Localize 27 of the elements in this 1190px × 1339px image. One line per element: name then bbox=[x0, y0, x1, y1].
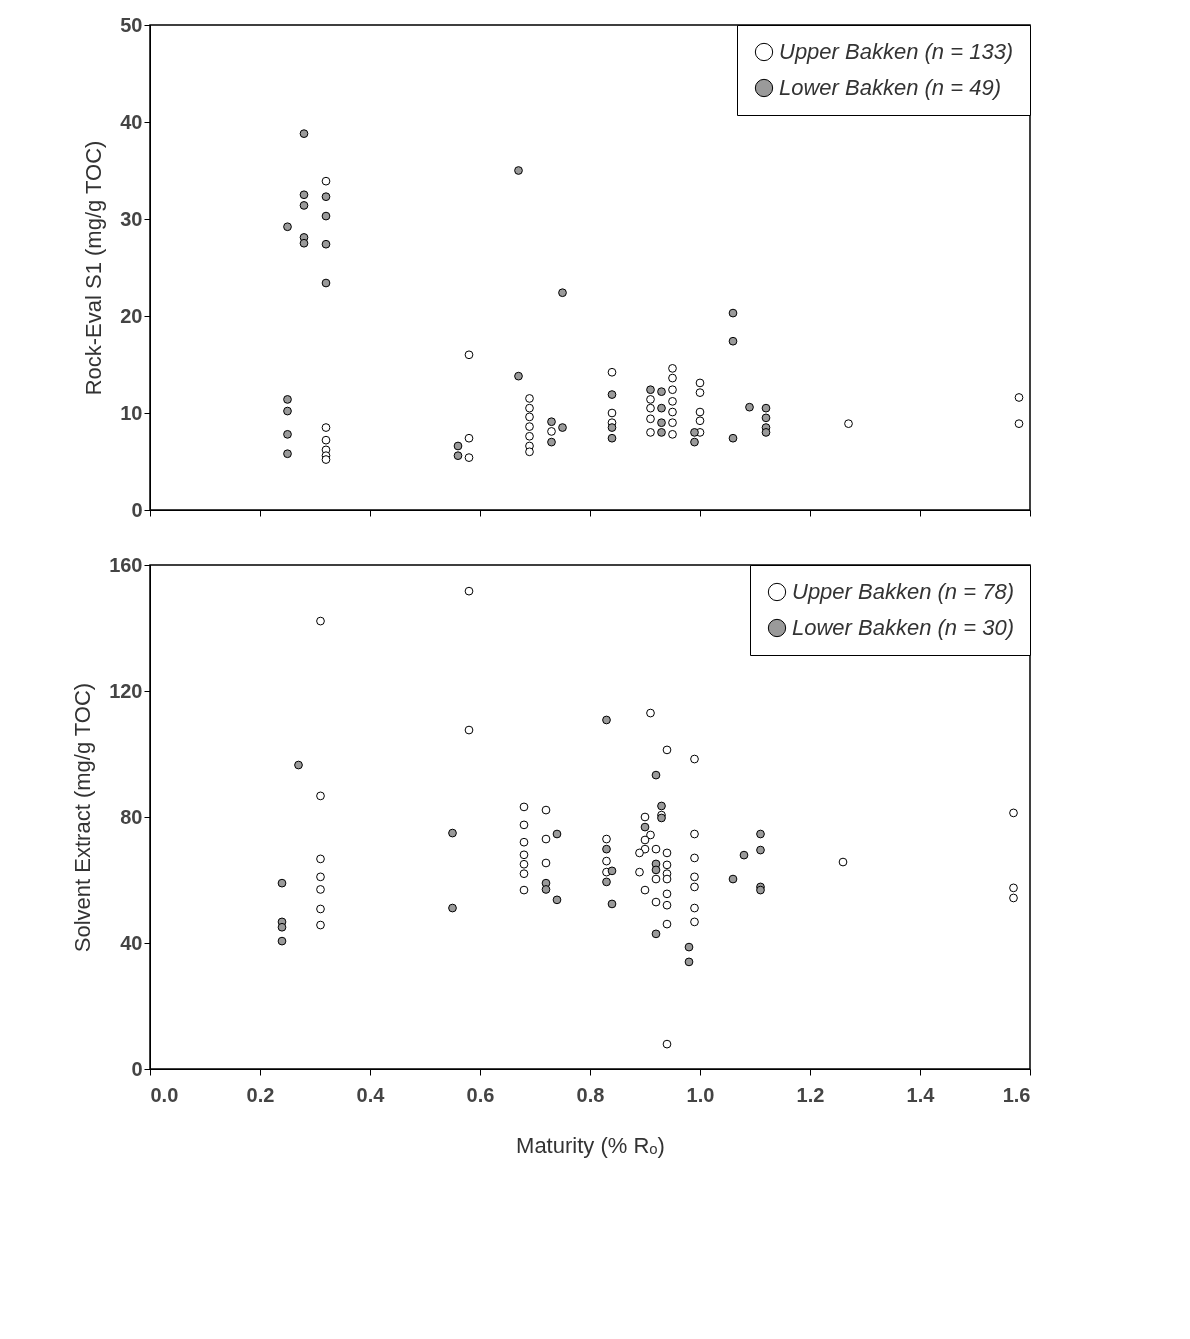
x-tick-label: 0.0 bbox=[150, 1083, 179, 1106]
y-axis-title: Solvent Extract (mg/g TOC) bbox=[70, 682, 96, 953]
y-tick-label: 80 bbox=[120, 805, 143, 828]
x-tick-label: 1.0 bbox=[686, 1083, 715, 1106]
x-tick-label: 0.4 bbox=[356, 1083, 386, 1106]
y-tick-label: 0 bbox=[131, 1057, 143, 1080]
x-axis-title: Maturity (% Rₒ) bbox=[516, 1132, 665, 1158]
y-tick-label: 40 bbox=[120, 931, 143, 954]
x-tick-label: 0.6 bbox=[466, 1083, 495, 1106]
legend-label: Lower Bakken (n = 30) bbox=[792, 615, 1014, 640]
x-tick-label: 0.8 bbox=[576, 1083, 605, 1106]
y-tick-label: 40 bbox=[120, 110, 143, 133]
y-tick-label: 10 bbox=[120, 401, 143, 424]
legend-label: Upper Bakken (n = 133) bbox=[779, 39, 1014, 64]
y-tick-label: 20 bbox=[120, 304, 143, 327]
x-tick-label: 0.2 bbox=[246, 1083, 275, 1106]
y-tick-label: 160 bbox=[109, 553, 143, 576]
y-tick-label: 0 bbox=[131, 498, 143, 521]
y-tick-label: 30 bbox=[120, 207, 143, 230]
y-tick-label: 120 bbox=[109, 679, 143, 702]
x-tick-label: 1.6 bbox=[1002, 1083, 1031, 1106]
legend-label: Upper Bakken (n = 78) bbox=[792, 579, 1014, 604]
x-tick-label: 1.2 bbox=[796, 1083, 825, 1106]
legend-label: Lower Bakken (n = 49) bbox=[779, 75, 1001, 100]
x-tick-label: 1.4 bbox=[906, 1083, 936, 1106]
y-axis-title: Rock-Eval S1 (mg/g TOC) bbox=[81, 140, 107, 396]
y-tick-label: 50 bbox=[120, 13, 143, 36]
